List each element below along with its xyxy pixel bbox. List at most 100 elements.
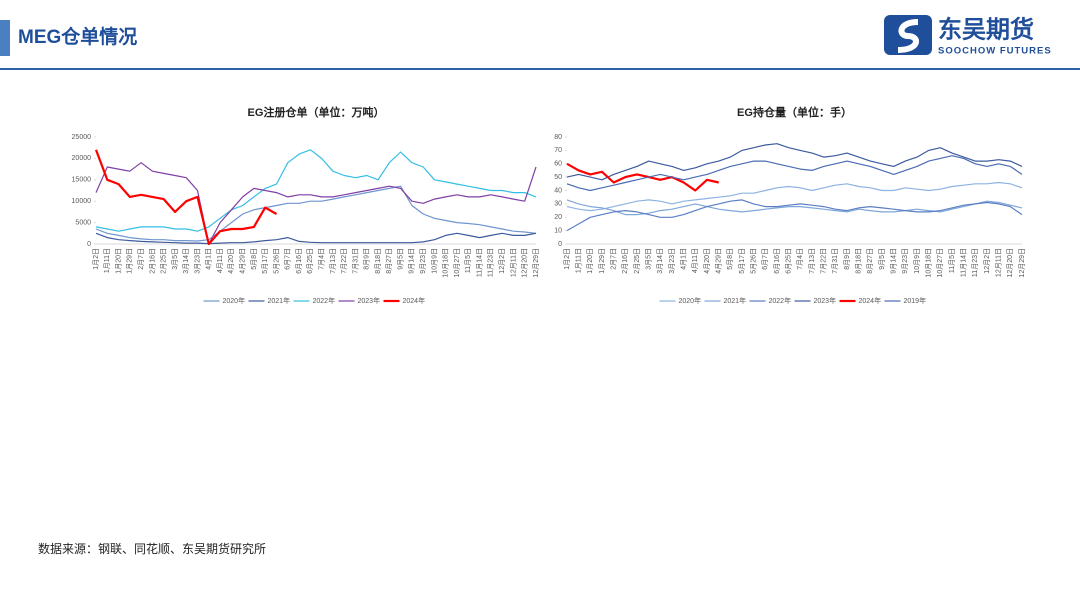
x-tick-label: 1月29日 bbox=[126, 248, 134, 274]
x-tick-label: 4月20日 bbox=[227, 248, 235, 274]
x-tick-label: 12月20日 bbox=[1006, 248, 1014, 278]
series-line bbox=[95, 162, 537, 245]
x-tick-label: 9月14日 bbox=[890, 248, 898, 274]
x-tick-label: 6月25日 bbox=[306, 248, 314, 274]
legend-label: 2020年 bbox=[679, 296, 702, 305]
legend-label: 2024年 bbox=[859, 296, 882, 305]
x-tick-label: 12月11日 bbox=[995, 248, 1003, 277]
series-line bbox=[566, 155, 1023, 192]
y-tick-label: 20000 bbox=[72, 155, 92, 162]
x-tick-label: 1月11日 bbox=[575, 248, 583, 273]
x-tick-label: 2月25日 bbox=[160, 248, 168, 274]
x-tick-label: 4月20日 bbox=[703, 248, 711, 274]
x-tick-label: 9月5日 bbox=[396, 248, 404, 270]
x-tick-label: 2月16日 bbox=[621, 248, 629, 274]
x-tick-label: 6月16日 bbox=[295, 248, 303, 274]
y-tick-label: 70 bbox=[554, 147, 562, 154]
x-tick-label: 7月31日 bbox=[351, 248, 359, 274]
x-tick-label: 12月20日 bbox=[521, 248, 529, 278]
x-tick-label: 8月18日 bbox=[374, 248, 382, 274]
source-note: 数据来源：钢联、同花顺、东吴期货研究所 bbox=[38, 541, 266, 556]
x-tick-label: 4月1日 bbox=[205, 248, 213, 270]
x-tick-label: 4月29日 bbox=[239, 248, 247, 274]
x-tick-label: 8月27日 bbox=[385, 248, 393, 274]
y-tick-label: 60 bbox=[554, 161, 562, 168]
series-line bbox=[566, 199, 1023, 232]
logo-cn: 东吴期货 bbox=[938, 15, 1034, 43]
legend-label: 2021年 bbox=[724, 296, 747, 305]
x-tick-label: 11月5日 bbox=[948, 248, 956, 273]
x-tick-label: 1月20日 bbox=[114, 248, 122, 274]
x-tick-label: 7月13日 bbox=[808, 248, 816, 274]
x-tick-label: 2月25日 bbox=[633, 248, 641, 274]
y-tick-label: 0 bbox=[558, 241, 562, 248]
series-line bbox=[95, 149, 537, 232]
x-tick-label: 7月4日 bbox=[796, 248, 804, 270]
x-tick-label: 7月4日 bbox=[317, 248, 325, 270]
x-tick-label: 11月5日 bbox=[464, 248, 472, 273]
x-tick-label: 9月23日 bbox=[901, 248, 909, 274]
legend-label: 2020年 bbox=[223, 296, 246, 305]
x-tick-label: 11月23日 bbox=[971, 248, 979, 277]
x-tick-label: 12月29日 bbox=[1018, 248, 1026, 278]
y-tick-label: 30 bbox=[554, 201, 562, 208]
series-line bbox=[566, 143, 1023, 181]
series-line bbox=[566, 199, 1023, 216]
logo: 东吴期货 SOOCHOW FUTURES bbox=[884, 15, 1051, 57]
x-tick-label: 6月7日 bbox=[761, 248, 769, 270]
x-tick-label: 2月16日 bbox=[148, 248, 156, 274]
x-tick-label: 2月7日 bbox=[137, 248, 145, 270]
legend-label: 2019年 bbox=[904, 296, 927, 305]
x-tick-label: 7月22日 bbox=[340, 248, 348, 274]
series-line bbox=[95, 232, 537, 245]
chart: EG注册仓单（单位：万吨） 0 5000 10000 15000 20000 25000 1月… bbox=[72, 105, 540, 305]
y-tick-label: 10000 bbox=[72, 198, 92, 205]
y-tick-label: 50 bbox=[554, 174, 562, 181]
x-tick-label: 11月23日 bbox=[487, 248, 495, 277]
x-tick-label: 8月27日 bbox=[866, 248, 874, 274]
legend-label: 2021年 bbox=[268, 296, 291, 305]
x-tick-label: 8月18日 bbox=[855, 248, 863, 274]
legend-label: 2022年 bbox=[313, 296, 336, 305]
y-tick-label: 0 bbox=[87, 241, 91, 248]
x-tick-label: 9月14日 bbox=[408, 248, 416, 274]
y-tick-label: 40 bbox=[554, 187, 562, 194]
legend-label: 2022年 bbox=[769, 296, 792, 305]
x-tick-label: 7月13日 bbox=[329, 248, 337, 274]
y-tick-label: 80 bbox=[554, 134, 562, 141]
x-tick-label: 1月29日 bbox=[598, 248, 606, 274]
legend-label: 2023年 bbox=[358, 296, 381, 305]
x-tick-label: 4月11日 bbox=[691, 248, 699, 273]
x-tick-label: 5月17日 bbox=[261, 248, 269, 274]
x-tick-label: 3月23日 bbox=[668, 248, 676, 274]
x-tick-label: 1月20日 bbox=[586, 248, 594, 274]
x-tick-label: 1月2日 bbox=[563, 248, 571, 270]
chart-title: EG注册仓单（单位：万吨） bbox=[248, 105, 385, 119]
x-tick-label: 8月9日 bbox=[363, 248, 371, 270]
x-tick-label: 9月5日 bbox=[878, 248, 886, 270]
x-tick-label: 3月5日 bbox=[645, 248, 653, 270]
x-tick-label: 3月14日 bbox=[182, 248, 190, 274]
x-tick-label: 1月2日 bbox=[92, 248, 100, 270]
x-tick-label: 12月11日 bbox=[509, 248, 517, 277]
series-line bbox=[566, 162, 719, 192]
series-line bbox=[94, 149, 278, 246]
x-tick-label: 3月5日 bbox=[171, 248, 179, 270]
x-tick-label: 5月8日 bbox=[250, 248, 258, 270]
x-tick-label: 10月9日 bbox=[913, 248, 921, 274]
x-tick-label: 5月26日 bbox=[272, 248, 280, 274]
x-tick-label: 5月26日 bbox=[750, 248, 758, 274]
series-line bbox=[95, 185, 537, 242]
x-tick-label: 4月29日 bbox=[715, 248, 723, 274]
y-tick-label: 10 bbox=[554, 227, 562, 234]
chart-title: EG持仓量（单位：手） bbox=[737, 105, 852, 119]
series-line bbox=[566, 181, 1023, 212]
x-tick-label: 10月9日 bbox=[430, 248, 438, 274]
x-tick-label: 4月11日 bbox=[216, 248, 224, 273]
x-tick-label: 6月25日 bbox=[785, 248, 793, 274]
y-tick-label: 15000 bbox=[72, 177, 92, 184]
x-tick-label: 8月9日 bbox=[843, 248, 851, 270]
x-tick-label: 5月17日 bbox=[738, 248, 746, 274]
